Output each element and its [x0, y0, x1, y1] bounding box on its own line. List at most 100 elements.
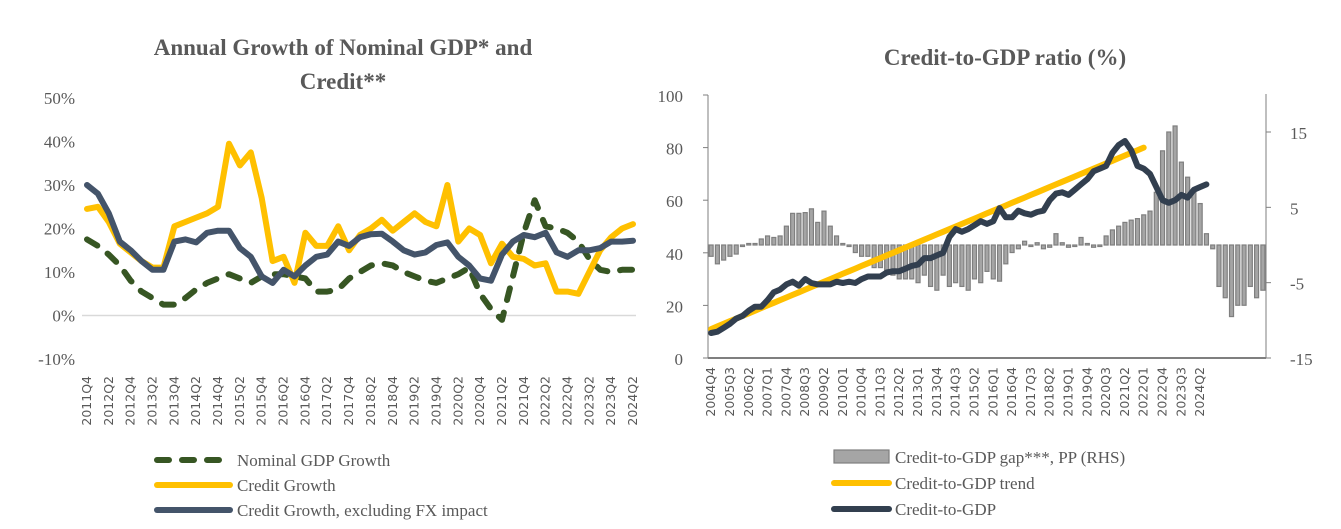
- credit-gap-bar: [1015, 244, 1021, 250]
- credit-gap-bar: [852, 244, 858, 254]
- right-right-tick-label: 5: [1290, 199, 1299, 218]
- right-x-tick-label: 2009Q2: [816, 367, 831, 417]
- credit-gap-bar: [777, 235, 783, 246]
- credit-gap-bar: [1216, 244, 1222, 288]
- right-left-tick-label: 100: [658, 87, 684, 106]
- left-y-tick-label: -10%: [38, 350, 75, 369]
- credit-gap-bar: [1059, 242, 1065, 246]
- credit-gap-bar: [971, 244, 978, 280]
- credit-gap-bar: [727, 244, 733, 257]
- credit-gap-bar: [1247, 244, 1253, 288]
- left-y-tick-label: 30%: [44, 176, 75, 195]
- right-x-tick-label: 2004Q4: [703, 367, 718, 417]
- credit-gap-bar: [846, 244, 852, 248]
- right-left-tick-label: 80: [666, 140, 683, 159]
- credit-gap-bar: [1109, 229, 1115, 246]
- credit-gap-bar: [1047, 244, 1053, 248]
- left-x-tick-label: 2015Q2: [232, 376, 247, 426]
- right-x-tick-label: 2012Q2: [891, 367, 906, 417]
- left-x-tick-label: 2023Q2: [581, 376, 596, 426]
- credit-gap-bar: [1147, 210, 1153, 246]
- left-x-tick-label: 2022Q4: [559, 376, 574, 426]
- right-x-axis-ticks: 2004Q4 2005Q3 2006Q2 2007Q1 2007Q4 2008Q3 2009…: [703, 367, 1207, 417]
- right-legend: Credit-to-GDP gap***, PP (RHS) Credit-to-…: [831, 448, 1125, 519]
- right-legend-label-0: Credit-to-GDP gap***, PP (RHS): [895, 448, 1125, 467]
- credit-gap-bar: [1191, 191, 1197, 246]
- right-x-tick-label: 2016Q1: [985, 367, 1000, 417]
- credit-gap-bar: [746, 242, 752, 246]
- credit-gap-bar: [721, 244, 727, 261]
- credit-gap-bar: [771, 236, 777, 246]
- left-x-tick-label: 2023Q4: [603, 376, 618, 426]
- left-x-tick-label: 2020Q4: [472, 376, 487, 426]
- credit-gap-bar: [1185, 176, 1191, 246]
- right-series-line-1: [708, 138, 1210, 336]
- right-chart-right-ticks: -15 -5 5 15: [1266, 124, 1313, 369]
- right-x-tick-label: 2019Q4: [1079, 367, 1094, 417]
- credit-gap-bar: [1003, 244, 1009, 265]
- right-left-tick-label: 20: [666, 297, 683, 316]
- gdp-credit-growth-chart: Annual Growth of Nominal GDP* and Credit…: [38, 35, 640, 520]
- credit-gap-bar: [1078, 236, 1084, 246]
- left-y-tick-label: 0%: [52, 307, 75, 326]
- right-right-tick-label: -15: [1290, 350, 1313, 369]
- right-right-tick-label: 15: [1290, 124, 1307, 143]
- left-x-tick-label: 2021Q2: [494, 376, 509, 426]
- right-left-tick-label: 0: [675, 350, 684, 369]
- credit-gap-bar: [1134, 218, 1141, 246]
- credit-gap-bar: [827, 225, 833, 246]
- credit-gap-bar: [1260, 244, 1266, 291]
- right-x-tick-label: 2021Q2: [1117, 367, 1132, 417]
- right-x-tick-label: 2014Q3: [948, 367, 963, 417]
- credit-gap-bar: [752, 242, 758, 246]
- left-x-tick-label: 2021Q4: [516, 376, 531, 426]
- left-x-tick-label: 2013Q4: [166, 376, 181, 426]
- right-x-tick-label: 2020Q3: [1098, 367, 1113, 417]
- left-x-tick-label: 2017Q2: [319, 376, 334, 426]
- right-x-tick-label: 2024Q2: [1192, 367, 1207, 417]
- right-left-tick-label: 40: [666, 245, 683, 264]
- credit-gap-bar: [733, 244, 739, 255]
- credit-gap-bar: [890, 244, 896, 276]
- credit-gap-bar: [1128, 219, 1134, 246]
- credit-gap-bar: [802, 212, 808, 246]
- credit-gap-bar: [946, 244, 952, 288]
- credit-gap-bar: [1210, 244, 1216, 250]
- credit-gap-bar: [1084, 242, 1090, 246]
- credit-gap-bar: [758, 238, 764, 246]
- credit-gap-bar: [833, 235, 840, 246]
- right-x-tick-label: 2007Q1: [760, 367, 775, 417]
- right-series-lines: [708, 138, 1210, 336]
- right-x-tick-label: 2019Q1: [1061, 367, 1076, 417]
- credit-gap-bar: [1222, 244, 1228, 299]
- right-x-tick-label: 2022Q1: [1136, 367, 1151, 417]
- left-x-tick-label: 2011Q4: [79, 376, 94, 426]
- left-x-tick-label: 2014Q4: [210, 376, 225, 426]
- credit-gap-bar: [934, 244, 940, 291]
- right-right-tick-label: -5: [1290, 275, 1304, 294]
- credit-gap-bar: [1141, 214, 1147, 246]
- credit-gap-bar: [871, 244, 877, 269]
- right-x-tick-label: 2006Q2: [741, 367, 756, 417]
- left-x-tick-label: 2018Q4: [385, 376, 400, 426]
- credit-gap-bar: [739, 244, 746, 248]
- credit-gap-bar: [1065, 244, 1072, 248]
- credit-gap-bar: [1028, 244, 1034, 248]
- right-left-tick-label: 60: [666, 192, 683, 211]
- credit-gap-bar: [984, 244, 990, 272]
- left-x-tick-label: 2019Q4: [428, 376, 443, 426]
- left-x-tick-label: 2017Q4: [341, 376, 356, 426]
- left-y-tick-label: 50%: [44, 89, 75, 108]
- credit-gap-bar: [1072, 244, 1078, 248]
- credit-gap-bar: [1172, 125, 1178, 246]
- credit-to-gdp-chart: Credit-to-GDP ratio (%) 0 20 40 60 80 100 -15…: [658, 45, 1313, 519]
- left-x-tick-label: 2012Q4: [123, 376, 138, 426]
- left-chart-title-line-1: Annual Growth of Nominal GDP* and: [154, 35, 533, 60]
- right-x-tick-label: 2015Q2: [966, 367, 981, 417]
- credit-gap-bar: [1022, 240, 1028, 246]
- left-y-tick-label: 40%: [44, 133, 75, 152]
- left-series-line-0: [84, 197, 636, 323]
- left-x-tick-label: 2019Q2: [407, 376, 422, 426]
- credit-gap-bar: [764, 235, 771, 246]
- left-x-tick-label: 2014Q2: [188, 376, 203, 426]
